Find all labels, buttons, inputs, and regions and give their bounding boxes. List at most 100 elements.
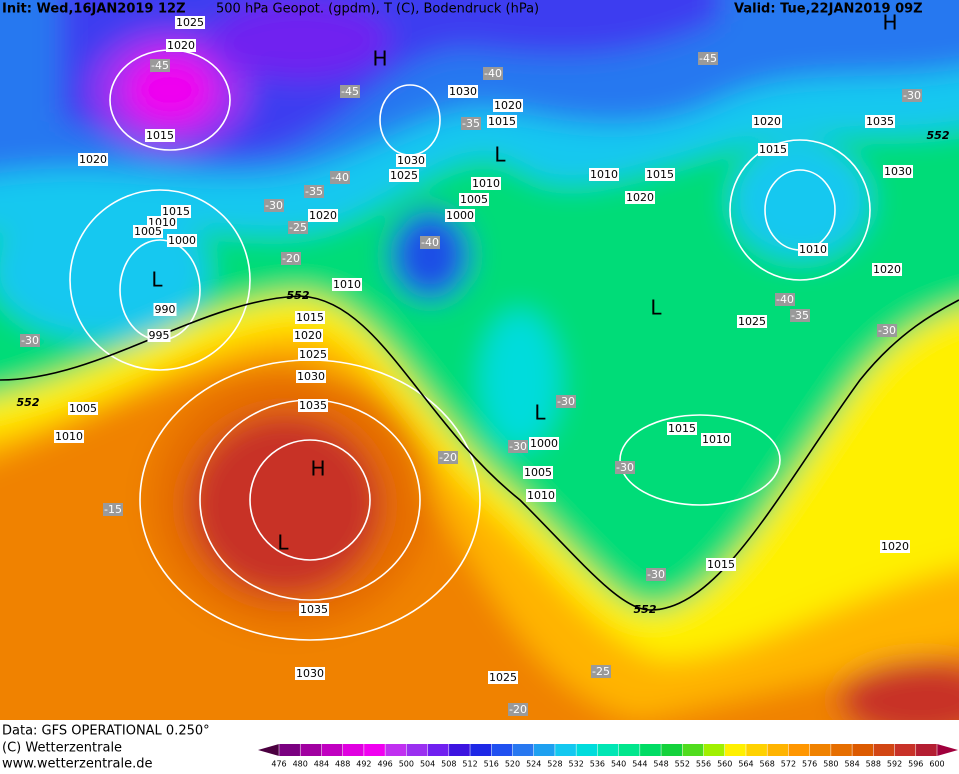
isobar-label-box bbox=[529, 437, 559, 450]
isobar-label-box bbox=[706, 558, 736, 571]
temperature-label: -45 bbox=[341, 85, 359, 98]
isobar-label: 1015 bbox=[707, 558, 735, 571]
legend-swatch bbox=[618, 744, 641, 756]
isobar-label-group: 1010 bbox=[589, 168, 619, 181]
isobar-label: 1020 bbox=[753, 115, 781, 128]
isobar-label-box bbox=[295, 311, 325, 324]
legend-swatch bbox=[873, 744, 896, 756]
isobar-label: 1020 bbox=[309, 209, 337, 222]
temperature-label: -25 bbox=[592, 665, 610, 678]
isobar-label: 1005 bbox=[134, 225, 162, 238]
isobar-label: 1030 bbox=[297, 370, 325, 383]
legend-swatch bbox=[724, 744, 747, 756]
temperature-label-box bbox=[615, 461, 635, 474]
isobar-label-box bbox=[166, 39, 196, 52]
legend-tick-label: 484 bbox=[314, 760, 329, 769]
isobars bbox=[0, 49, 959, 641]
isobar-label: 1030 bbox=[449, 85, 477, 98]
temperature-label-box bbox=[775, 293, 795, 306]
isobar-label-box bbox=[133, 225, 163, 238]
legend-tick-label: 524 bbox=[526, 760, 541, 769]
isobar-label: 1005 bbox=[524, 466, 552, 479]
isobar-label-box bbox=[798, 243, 828, 256]
isobar-label-box bbox=[752, 115, 782, 128]
isobar-label: 1020 bbox=[626, 191, 654, 204]
legend-tick-label: 584 bbox=[844, 760, 859, 769]
isobar-label: 1010 bbox=[799, 243, 827, 256]
isobar-label-box bbox=[175, 16, 205, 29]
temperature-label-group: -45 bbox=[150, 59, 170, 72]
isobar-label: 1030 bbox=[296, 667, 324, 680]
isobar-label-box bbox=[880, 540, 910, 553]
isobar-label-group: 1015 bbox=[295, 311, 325, 324]
isobar-label-group: 1010 bbox=[471, 177, 501, 190]
isobar-label-group: 1010 bbox=[332, 278, 362, 291]
legend-tick-label: 600 bbox=[929, 760, 944, 769]
isobar-label: 1020 bbox=[167, 39, 195, 52]
isobar-label-group: 1005 bbox=[133, 225, 163, 238]
pressure-center: L bbox=[534, 401, 546, 425]
isobar-label-group: 1015 bbox=[645, 168, 675, 181]
legend-swatch bbox=[852, 744, 874, 756]
isobar-label-group: 1020 bbox=[293, 329, 323, 342]
legend-swatch bbox=[703, 744, 726, 756]
legend-tick-label: 588 bbox=[866, 760, 881, 769]
isobar-label: 990 bbox=[155, 303, 176, 316]
pressure-center: L bbox=[494, 143, 506, 167]
temperature-label: -35 bbox=[791, 309, 809, 322]
isobar-label: 1025 bbox=[299, 348, 327, 361]
legend-tick-label: 572 bbox=[781, 760, 796, 769]
isobar-label-group: 1015 bbox=[758, 143, 788, 156]
temperature-label: -30 bbox=[878, 324, 896, 337]
isobar-label-box bbox=[299, 603, 329, 616]
isobar-label: 1035 bbox=[866, 115, 894, 128]
isobar-label-box bbox=[293, 329, 323, 342]
isobar-label-group: 1020 bbox=[166, 39, 196, 52]
isobar-label: 1020 bbox=[873, 263, 901, 276]
pressure-center: L bbox=[277, 531, 289, 555]
temperature-label-group: -35 bbox=[790, 309, 810, 322]
isobar-label-group: 1005 bbox=[68, 402, 98, 415]
temperature-label-box bbox=[461, 117, 481, 130]
temperature-label: -20 bbox=[282, 252, 300, 265]
temperature-label-group: -40 bbox=[330, 171, 350, 184]
legend-swatch bbox=[363, 744, 386, 756]
temperature-label: -20 bbox=[509, 703, 527, 716]
temperature-label-group: -30 bbox=[902, 89, 922, 102]
temperature-label-box bbox=[281, 252, 301, 265]
legend-swatch bbox=[512, 744, 535, 756]
temperature-label-group: -30 bbox=[556, 395, 576, 408]
valid-time: Valid: Tue,22JAN2019 09Z bbox=[734, 2, 923, 17]
isobar-label-group: 1010 bbox=[701, 433, 731, 446]
temperature-label-box bbox=[508, 703, 528, 716]
pressure-center: H bbox=[310, 457, 325, 481]
temperature-label-group: -45 bbox=[340, 85, 360, 98]
temperature-label: -35 bbox=[462, 117, 480, 130]
isobar-label: 1015 bbox=[296, 311, 324, 324]
temperature-label: -20 bbox=[439, 451, 457, 464]
init-time: Init: Wed,16JAN2019 12Z bbox=[2, 2, 186, 17]
temperature-label: -25 bbox=[289, 221, 307, 234]
legend-swatch bbox=[554, 744, 577, 756]
isobar-label: 1000 bbox=[446, 209, 474, 222]
temperature-label-box bbox=[288, 221, 308, 234]
isobar-label-box bbox=[589, 168, 619, 181]
isobar-label-box bbox=[448, 85, 478, 98]
isobar-label-box bbox=[445, 209, 475, 222]
legend-swatch bbox=[491, 744, 513, 756]
temperature-label-group: -30 bbox=[646, 568, 666, 581]
temperature-label: -30 bbox=[647, 568, 665, 581]
isobar-label: 1035 bbox=[299, 399, 327, 412]
isobar-label-group: 1020 bbox=[308, 209, 338, 222]
isobar-label: 1025 bbox=[738, 315, 766, 328]
isobar-label-group: 1025 bbox=[737, 315, 767, 328]
isobar-label: 1015 bbox=[146, 129, 174, 142]
isobar-label-group: 995 bbox=[147, 329, 171, 342]
isobar-label: 1010 bbox=[527, 489, 555, 502]
legend-tick-label: 544 bbox=[632, 760, 647, 769]
isobar-label: 1015 bbox=[646, 168, 674, 181]
isobar-label-box bbox=[68, 402, 98, 415]
isobar-label: 1010 bbox=[472, 177, 500, 190]
temperature-label: -30 bbox=[616, 461, 634, 474]
